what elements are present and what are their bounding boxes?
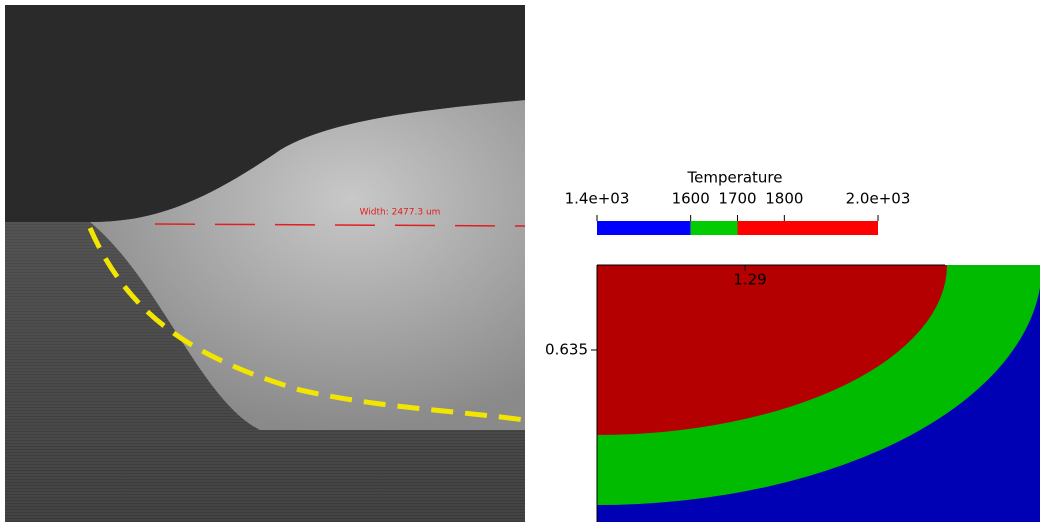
figure: Width: 2477.3 um Temperature 1.4e+03 1600… bbox=[0, 0, 1046, 524]
micrograph: Width: 2477.3 um bbox=[5, 5, 525, 522]
page: {"micrograph": {"annotation": "Width: 24… bbox=[0, 0, 1046, 524]
annotation: Width: 2477.3 um bbox=[360, 208, 441, 218]
colorbar-title: Temperature bbox=[686, 169, 782, 187]
colorbar-tick-label: 1800 bbox=[765, 190, 803, 208]
colorbar-band bbox=[691, 221, 738, 235]
colorbar-band bbox=[597, 221, 691, 235]
colorbar-band bbox=[738, 221, 879, 235]
colorbar-tick-label: 1.4e+03 bbox=[565, 190, 630, 208]
y-tick-label: 0.635 bbox=[545, 341, 588, 359]
colorbar: 1.4e+03 1600 1700 1800 2.0e+03 bbox=[565, 190, 911, 236]
colorbar-tick-label: 2.0e+03 bbox=[846, 190, 911, 208]
colorbar-tick-label: 1600 bbox=[672, 190, 710, 208]
x-tick-label: 1.29 bbox=[733, 271, 766, 289]
colorbar-tick-label: 1700 bbox=[718, 190, 756, 208]
